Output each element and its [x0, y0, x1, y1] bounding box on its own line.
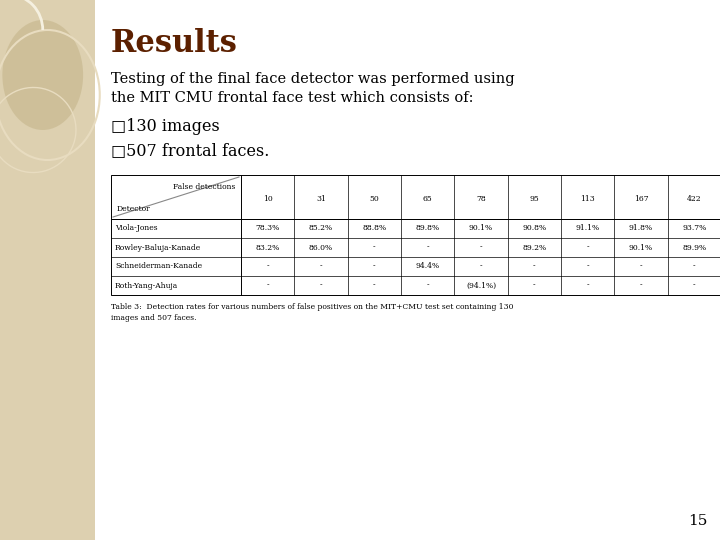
Text: 86.0%: 86.0% — [309, 244, 333, 252]
Text: -: - — [586, 281, 589, 289]
Ellipse shape — [2, 20, 83, 130]
Text: 85.2%: 85.2% — [309, 225, 333, 233]
Text: 93.7%: 93.7% — [683, 225, 706, 233]
Text: 95: 95 — [529, 195, 539, 203]
Text: Table 3:  Detection rates for various numbers of false positives on the MIT+CMU : Table 3: Detection rates for various num… — [111, 303, 513, 311]
Text: Results: Results — [111, 28, 238, 59]
Text: 90.8%: 90.8% — [522, 225, 546, 233]
Text: False detections: False detections — [174, 183, 235, 191]
Text: 90.1%: 90.1% — [629, 244, 653, 252]
Text: 83.2%: 83.2% — [256, 244, 280, 252]
Text: 89.8%: 89.8% — [415, 225, 440, 233]
Text: 94.4%: 94.4% — [415, 262, 440, 271]
Text: -: - — [533, 281, 536, 289]
Text: -: - — [639, 262, 642, 271]
Text: 65: 65 — [423, 195, 433, 203]
Text: -: - — [373, 244, 376, 252]
Text: 167: 167 — [634, 195, 648, 203]
Text: □507 frontal faces.: □507 frontal faces. — [111, 142, 269, 159]
Text: 91.8%: 91.8% — [629, 225, 653, 233]
Text: -: - — [320, 262, 323, 271]
Text: 78.3%: 78.3% — [256, 225, 280, 233]
Text: -: - — [373, 281, 376, 289]
Text: -: - — [693, 281, 696, 289]
Text: -: - — [639, 281, 642, 289]
Text: 89.2%: 89.2% — [522, 244, 546, 252]
Text: Schneiderman-Kanade: Schneiderman-Kanade — [115, 262, 202, 271]
Bar — [0, 0, 95, 540]
Text: 89.9%: 89.9% — [683, 244, 706, 252]
Text: -: - — [586, 262, 589, 271]
Text: -: - — [320, 281, 323, 289]
Text: -: - — [373, 262, 376, 271]
Text: 50: 50 — [369, 195, 379, 203]
Text: -: - — [426, 281, 429, 289]
Text: -: - — [266, 281, 269, 289]
Text: images and 507 faces.: images and 507 faces. — [111, 314, 197, 322]
Text: 88.8%: 88.8% — [362, 225, 387, 233]
Text: -: - — [693, 262, 696, 271]
Text: 90.1%: 90.1% — [469, 225, 493, 233]
Text: 113: 113 — [580, 195, 595, 203]
Text: -: - — [426, 244, 429, 252]
Bar — [111, 175, 720, 295]
Text: -: - — [533, 262, 536, 271]
Text: the MIT CMU frontal face test which consists of:: the MIT CMU frontal face test which cons… — [111, 91, 474, 105]
Text: 78: 78 — [476, 195, 486, 203]
Text: -: - — [266, 262, 269, 271]
Text: 10: 10 — [263, 195, 273, 203]
Text: □130 images: □130 images — [111, 118, 220, 135]
Text: Detector: Detector — [117, 205, 150, 213]
Text: (94.1%): (94.1%) — [466, 281, 496, 289]
Text: 422: 422 — [687, 195, 702, 203]
Text: Viola-Jones: Viola-Jones — [115, 225, 158, 233]
Text: Testing of the final face detector was performed using: Testing of the final face detector was p… — [111, 72, 515, 86]
Text: Rowley-Baluja-Kanade: Rowley-Baluja-Kanade — [115, 244, 202, 252]
Text: -: - — [480, 244, 482, 252]
Text: 91.1%: 91.1% — [575, 225, 600, 233]
Text: 31: 31 — [316, 195, 326, 203]
Text: -: - — [480, 262, 482, 271]
Text: -: - — [586, 244, 589, 252]
Text: Roth-Yang-Ahuja: Roth-Yang-Ahuja — [115, 281, 179, 289]
Text: 15: 15 — [688, 514, 708, 528]
